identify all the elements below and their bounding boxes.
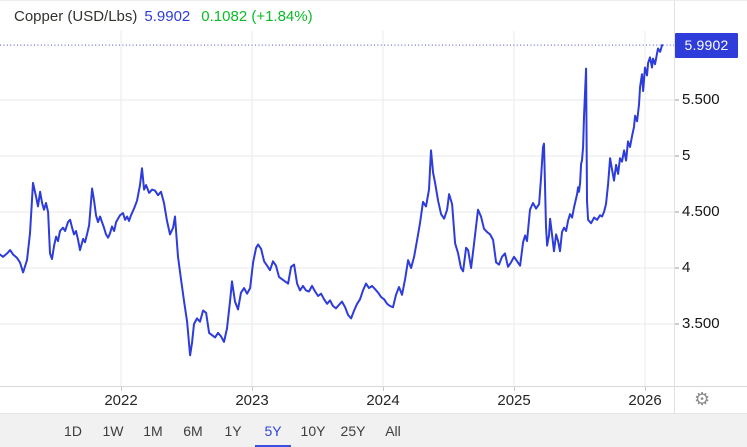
x-axis-row: 2022 2023 2024 2025 2026 ⚙	[0, 386, 747, 413]
x-axis-tick	[383, 387, 385, 391]
timeframe-button-1m[interactable]: 1M	[143, 423, 163, 439]
instrument-title: Copper (USD/Lbs)	[14, 8, 138, 25]
timeframe-button-25y[interactable]: 25Y	[340, 423, 366, 439]
timeframe-button-6m[interactable]: 6M	[183, 423, 203, 439]
y-axis-label-3.500: 3.500	[682, 314, 720, 332]
x-axis-label-2025: 2025	[497, 392, 531, 409]
timeframe-button-5y[interactable]: 5Y	[253, 414, 293, 447]
x-axis-tick	[252, 387, 254, 391]
x-axis-tick	[514, 387, 516, 391]
y-axis-label-4.500: 4.500	[682, 202, 720, 220]
timeframe-button-10y[interactable]: 10Y	[300, 423, 326, 439]
y-axis-label-5: 5	[682, 146, 691, 164]
timeframe-button-1w[interactable]: 1W	[102, 423, 124, 439]
settings-gear-icon[interactable]: ⚙	[694, 389, 711, 409]
price-chart-svg[interactable]	[0, 1, 747, 386]
selected-timeframe-underline	[255, 445, 291, 447]
x-axis-label-2026: 2026	[628, 392, 662, 409]
timeframe-button-1d[interactable]: 1D	[64, 423, 82, 439]
axis-corner-divider	[674, 387, 675, 413]
timeframe-button-1y[interactable]: 1Y	[224, 423, 242, 439]
chart-plot-area[interactable]: Copper (USD/Lbs) 5.9902 0.1082 (+1.84%) 5.…	[0, 1, 747, 386]
current-price-badge: 5.9902	[675, 32, 738, 58]
y-axis-label-4: 4	[682, 258, 691, 276]
x-axis-tick	[645, 387, 647, 391]
price-line	[0, 44, 664, 357]
y-axis-label-5.500: 5.500	[682, 90, 720, 108]
last-price-text: 5.9902	[144, 8, 191, 25]
x-axis-label-2022: 2022	[104, 392, 138, 409]
x-axis-label-2024: 2024	[366, 392, 400, 409]
x-axis-tick	[121, 387, 123, 391]
timeframe-toolbar: 1D 1W 1M 6M 1Y 5Y 10Y 25Y All	[0, 413, 747, 447]
chart-header: Copper (USD/Lbs) 5.9902 0.1082 (+1.84%)	[14, 8, 313, 25]
price-change-text: 0.1082 (+1.84%)	[201, 8, 313, 25]
timeframe-button-all[interactable]: All	[385, 423, 401, 439]
x-axis-label-2023: 2023	[235, 392, 269, 409]
